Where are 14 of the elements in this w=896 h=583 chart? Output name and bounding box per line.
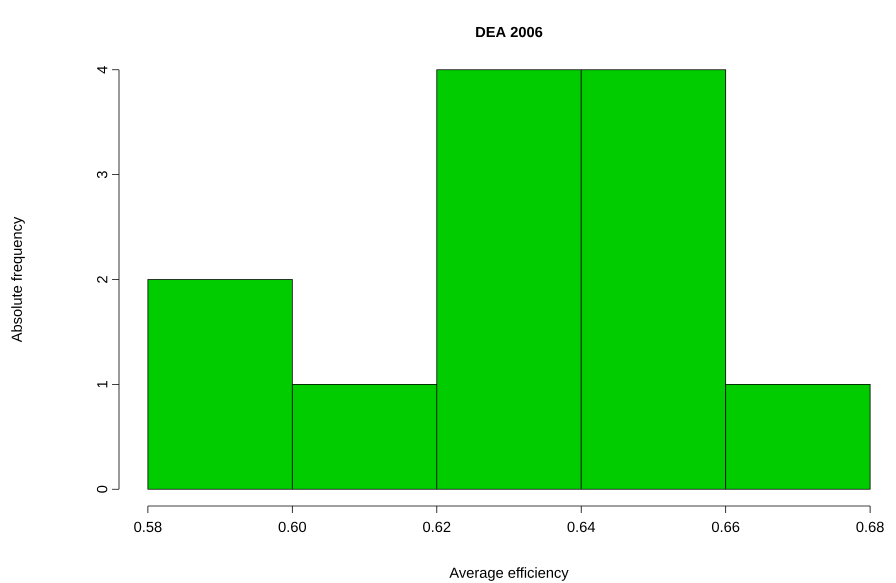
x-tick-label: 0.64 [568,522,596,532]
y-tick-label: 3 [96,171,108,178]
x-tick-label: 0.66 [712,522,740,532]
y-tick-label: 4 [97,66,108,74]
x-axis-title: Average efficiency [449,567,569,581]
x-tick-label: 0.62 [423,522,450,532]
chart-title: DEA 2006 [476,26,542,38]
y-tick-label: 2 [97,276,108,283]
x-tick-label: 0.58 [134,522,162,532]
x-tick-label: 0.68 [856,522,884,532]
y-tick-label: 1 [97,380,108,388]
y-axis-title: Absolute frequency [11,216,25,342]
y-tick-label: 0 [96,486,108,493]
x-tick-label: 0.60 [278,522,306,532]
